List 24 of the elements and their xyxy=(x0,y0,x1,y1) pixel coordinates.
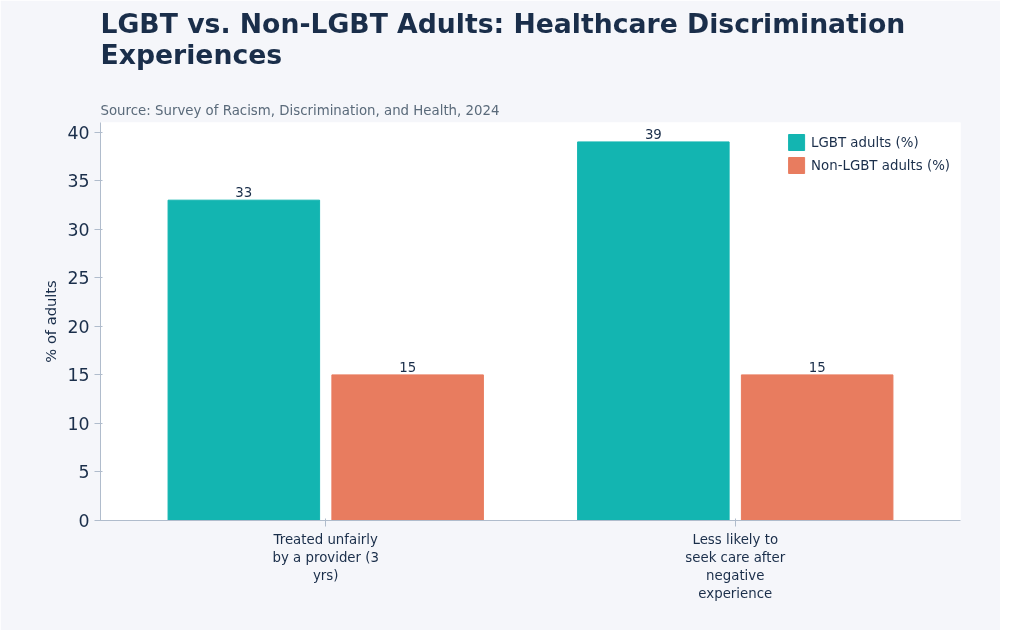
x-tick-label: Less likely to seek care after negative experience xyxy=(685,531,786,601)
y-tick-label: 10 xyxy=(67,413,90,434)
bar xyxy=(577,141,730,521)
y-tick-label: 35 xyxy=(67,171,90,192)
legend-label: Non-LGBT adults (%) xyxy=(811,157,950,173)
y-axis-title: % of adults xyxy=(42,280,60,363)
y-tick-label: 30 xyxy=(67,219,90,240)
data-label: 39 xyxy=(644,126,662,142)
chart-title: LGBT vs. Non-LGBT Adults: Healthcare Discrimination Experiences xyxy=(100,7,906,70)
y-tick-label: 20 xyxy=(67,316,90,337)
y-tick-label: 25 xyxy=(67,268,90,289)
bar xyxy=(331,374,484,521)
y-tick-label: 40 xyxy=(67,122,90,143)
y-tick-label: 5 xyxy=(78,462,90,483)
data-label: 15 xyxy=(399,359,417,375)
data-label: 33 xyxy=(235,185,253,201)
chart-subtitle: Source: Survey of Racism, Discrimination, and Health, 2024 xyxy=(100,102,500,118)
x-tick-label: Treated unfairly by a provider (3 yrs) xyxy=(272,531,379,583)
y-tick-label: 0 xyxy=(78,511,90,531)
bar xyxy=(167,199,321,521)
data-label: 15 xyxy=(808,359,826,375)
y-tick-label: 15 xyxy=(67,365,90,386)
bar xyxy=(740,374,894,521)
legend-label: LGBT adults (%) xyxy=(811,134,919,150)
